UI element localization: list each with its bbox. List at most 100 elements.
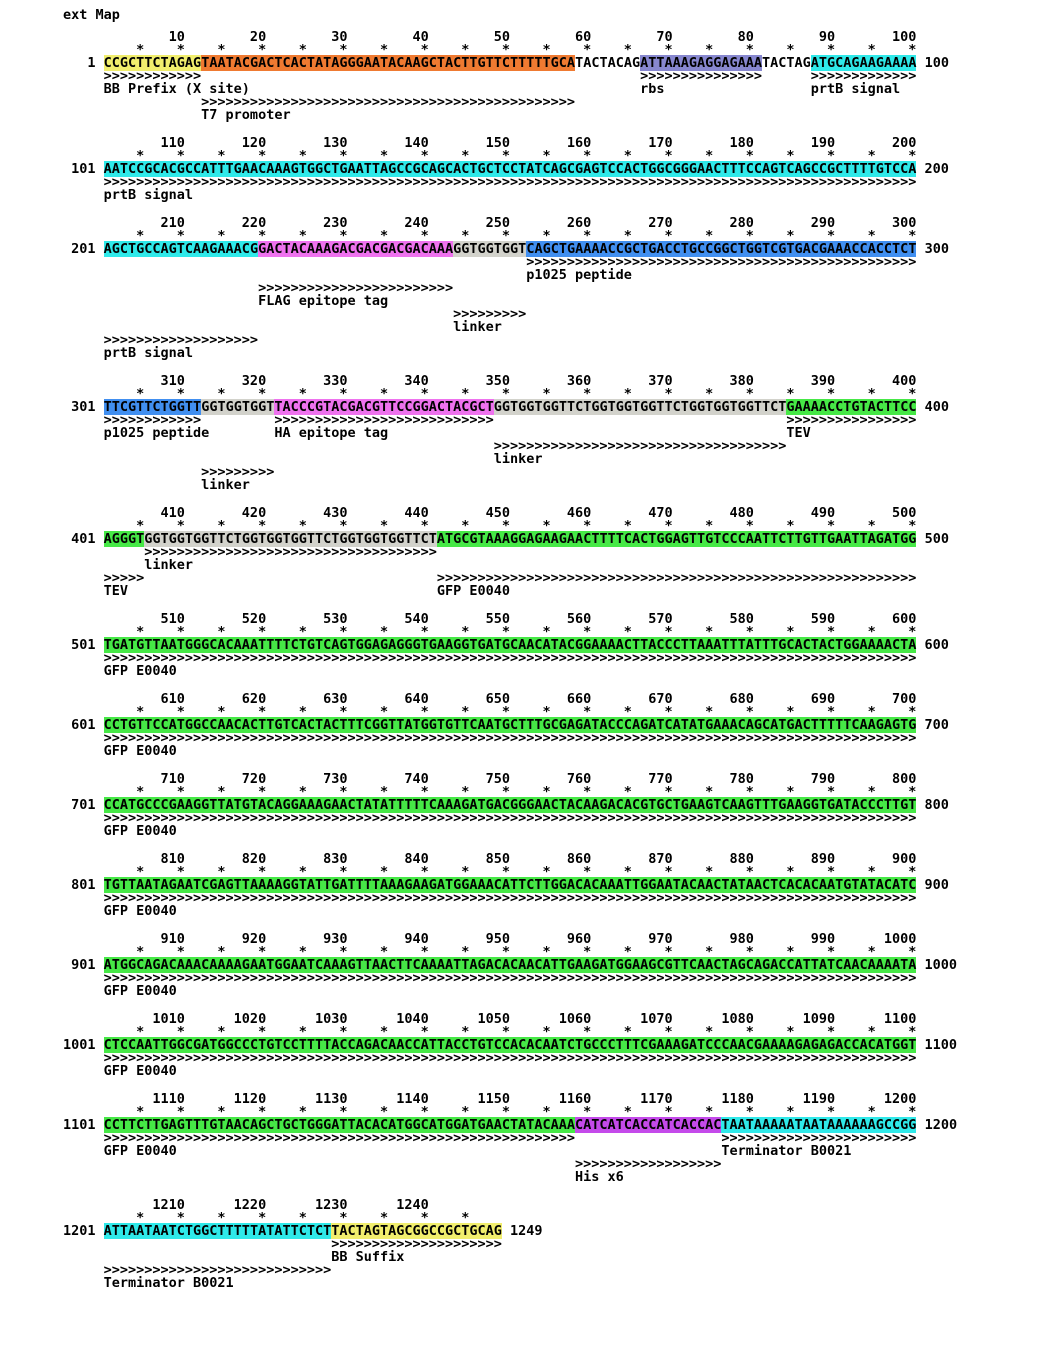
tick-asterisk-row: * * * * * * * * * * * * * * * * * * * *	[63, 624, 917, 640]
line-end-number: 1249	[501, 1223, 543, 1239]
sequence-segment: AGCTGCCAGTCAAGAAACG	[103, 241, 259, 257]
feature-arrows-row: >>>>>>>>>>>>>>>>>>>>>>>>>>>>>>>>>>>>>>>>…	[63, 1050, 917, 1066]
sequence-blocks: 10 20 30 40 50 60 70 80 90 100 * * * * *…	[63, 30, 1043, 1290]
sequence-block: 1210 1220 1230 1240 * * * * * * * * * 12…	[63, 1197, 1043, 1290]
sequence-segment: CAGCTGAAAACCGCTGACCTGCCGGCTGGTCGTGACGAAA…	[526, 241, 917, 257]
sequence-block: 10 20 30 40 50 60 70 80 90 100 * * * * *…	[63, 30, 1043, 122]
sequence-row: 1101 CCTTCTTGAGTTTGTAACAGCTGCTGGGATTACAC…	[63, 1117, 1043, 1133]
sequence-row: 901 ATGGCAGACAAACAAAAGAATGGAATCAAAGTTAAC…	[63, 957, 1043, 973]
feature-arrows-row: >>>>>>>>>>>>>>>>>>>>>>>>>>>>>>>>>>>>>>>>…	[63, 730, 917, 746]
line-start-number: 401	[63, 531, 104, 547]
line-start-number: 301	[63, 399, 104, 415]
sequence-segment: TTCGTTCTGGTT	[103, 399, 202, 415]
sequence-block: 510 520 530 540 550 560 570 580 590 600 …	[63, 612, 1043, 679]
line-end-number: 600	[916, 637, 949, 653]
sequence-block: 1110 1120 1130 1140 1150 1160 1170 1180 …	[63, 1092, 1043, 1184]
sequence-segment: CATCATCACCATCACCAC	[575, 1117, 722, 1133]
feature-label-row: linker	[63, 477, 917, 493]
tick-asterisk-row: * * * * * * * * * * * * * * * * * * * *	[63, 784, 917, 800]
sequence-segment: TACTACAG	[575, 55, 641, 71]
feature-arrows-row: >>>>>>>>>>>>>>>>>>>	[63, 332, 917, 348]
line-end-number: 400	[916, 399, 949, 415]
feature-label-row: GFP E0040	[63, 1063, 917, 1079]
feature-arrows-row: >>>>>>>>>>>>>>>>>>>>>>>>>>>>	[63, 1262, 502, 1278]
sequence-row: 101 AATCCGCACGCCATTTGAACAAAGTGGCTGAATTAG…	[63, 161, 1043, 177]
sequence-segment: CCTTCTTGAGTTTGTAACAGCTGCTGGGATTACACATGGC…	[103, 1117, 576, 1133]
line-start-number: 201	[63, 241, 104, 257]
feature-label-row: p1025 peptide	[63, 267, 917, 283]
feature-arrows-row: >>>>>>>>>>>>>>>>>>>>>>>>>>>>>>>>>>>>>>>>…	[63, 1130, 917, 1146]
sequence-segment: GGTGGTGGT	[453, 241, 527, 257]
feature-label-row: BB Prefix (X site) rbs prtB signal	[63, 81, 917, 97]
line-end-number: 700	[916, 717, 949, 733]
sequence-row: 701 CCATGCCCGAAGGTTATGTACAGGAAAGAACTATAT…	[63, 797, 1043, 813]
feature-label-row: BB Suffix	[63, 1249, 502, 1265]
sequence-segment: AGGGT	[103, 531, 145, 547]
feature-arrows-row: >>>>> >>>>>>>>>>>>>>>>>>>>>>>>>>>>>>>>>>…	[63, 570, 917, 586]
ruler-row: 810 820 830 840 850 860 870 880 890 900	[63, 851, 917, 867]
tick-asterisk-row: * * * * * * * * *	[63, 1210, 502, 1226]
feature-label-row: GFP E0040	[63, 903, 917, 919]
feature-arrows-row: >>>>>>>>>>>>>>>>>>>>>>>>>>>>>>>>>>>>>>>>…	[63, 970, 917, 986]
line-end-number: 300	[916, 241, 949, 257]
sequence-row: 401 AGGGTGGTGGTGGTTCTGGTGGTGGTTCTGGTGGTG…	[63, 531, 1043, 547]
sequence-map-view: ext Map 10 20 30 40 50 60 70 80 90 100 *…	[63, 8, 1043, 1290]
feature-arrows-row: >>>>>>>>>>>>>>>>>>>>>>>>>>>>>>>>>>>>>>>>…	[63, 174, 917, 190]
ruler-row: 610 620 630 640 650 660 670 680 690 700	[63, 691, 917, 707]
line-end-number: 900	[916, 877, 949, 893]
sequence-segment: GGTGGTGGTTCTGGTGGTGGTTCTGGTGGTGGTTCT	[493, 399, 787, 415]
sequence-block: 810 820 830 840 850 860 870 880 890 900 …	[63, 851, 1043, 919]
feature-label-row: prtB signal	[63, 187, 917, 203]
line-start-number: 1	[63, 55, 104, 71]
tick-asterisk-row: * * * * * * * * * * * * * * * * * * * *	[63, 1104, 917, 1120]
tick-asterisk-row: * * * * * * * * * * * * * * * * * * * *	[63, 704, 917, 720]
ruler-row: 110 120 130 140 150 160 170 180 190 200	[63, 135, 917, 151]
ruler-row: 1210 1220 1230 1240	[63, 1197, 502, 1213]
feature-label-row: GFP E0040	[63, 663, 917, 679]
feature-arrows-row: >>>>>>>>>>>>>>>>>>>>>>>>>>>>>>>>>>>>>>>>…	[63, 810, 917, 826]
sequence-segment: TAATAAAAATAATAAAAAAGCCGG	[721, 1117, 917, 1133]
sequence-block: 110 120 130 140 150 160 170 180 190 200 …	[63, 135, 1043, 203]
sequence-segment: GGTGGTGGT	[201, 399, 275, 415]
feature-arrows-row: >>>>>>>>>>>> >>>>>>>>>>>>>>> >>>>>>>>>>>…	[63, 68, 917, 84]
ruler-row: 910 920 930 940 950 960 970 980 990 1000	[63, 931, 917, 947]
sequence-segment: AATCCGCACGCCATTTGAACAAAGTGGCTGAATTAGCCGC…	[103, 161, 917, 177]
feature-arrows-row: >>>>>>>>>>>>>>>>>>>>>>>>>>>>>>>>>>>>>>>>…	[63, 890, 917, 906]
sequence-row: 501 TGATGTTAATGGGCACAAATTTTCTGTCAGTGGAGA…	[63, 637, 1043, 653]
line-start-number: 1201	[63, 1223, 104, 1239]
sequence-segment: TACTAG	[762, 55, 811, 71]
feature-arrows-row: >>>>>>>>>>>>>>>>>>	[63, 1156, 917, 1172]
sequence-row: 1201 ATTAATAATCTGGCTTTTTATATTCTCTTACTAGT…	[63, 1223, 1043, 1239]
sequence-row: 201 AGCTGCCAGTCAAGAAACGGACTACAAAGACGACGA…	[63, 241, 1043, 257]
feature-arrows-row: >>>>>>>>>>>>>>>>>>>>>>>>>>>>>>>>>>>>>>>>…	[63, 254, 917, 270]
feature-label-row: p1025 peptide HA epitope tag TEV	[63, 425, 917, 441]
feature-label-row: linker	[63, 319, 917, 335]
sequence-block: 410 420 430 440 450 460 470 480 490 500 …	[63, 506, 1043, 599]
line-end-number: 100	[916, 55, 949, 71]
ruler-row: 310 320 330 340 350 360 370 380 390 400	[63, 373, 917, 389]
sequence-segment: ATGCAGAAGAAAA	[810, 55, 917, 71]
sequence-segment: CCTGTTCCATGGCCAACACTTGTCACTACTTTCGGTTATG…	[103, 717, 917, 733]
sequence-segment: CCGCTTCTAGAG	[103, 55, 202, 71]
sequence-segment: ATTAATAATCTGGCTTTTTATATTCTCT	[103, 1223, 332, 1239]
ruler-row: 1010 1020 1030 1040 1050 1060 1070 1080 …	[63, 1011, 917, 1027]
tick-asterisk-row: * * * * * * * * * * * * * * * * * * * *	[63, 228, 917, 244]
feature-arrows-row: >>>>>>>>>>>>>>>>>>>>>	[63, 1236, 502, 1252]
sequence-row: 801 TGTTAATAGAATCGAGTTAAAAGGTATTGATTTTAA…	[63, 877, 1043, 893]
feature-arrows-row: >>>>>>>>>>>>>>>>>>>>>>>>>>>>>>>>>>>>>>>>…	[63, 650, 917, 666]
line-start-number: 901	[63, 957, 104, 973]
line-end-number: 500	[916, 531, 949, 547]
sequence-block: 310 320 330 340 350 360 370 380 390 400 …	[63, 373, 1043, 493]
feature-label-row: TEV GFP E0040	[63, 583, 917, 599]
line-start-number: 1001	[63, 1037, 104, 1053]
feature-label-row: GFP E0040	[63, 743, 917, 759]
sequence-block: 610 620 630 640 650 660 670 680 690 700 …	[63, 691, 1043, 759]
sequence-segment: CCATGCCCGAAGGTTATGTACAGGAAAGAACTATATTTTT…	[103, 797, 917, 813]
sequence-segment: ATTAAAGAGGAGAAA	[640, 55, 763, 71]
line-start-number: 501	[63, 637, 104, 653]
tick-asterisk-row: * * * * * * * * * * * * * * * * * * * *	[63, 42, 917, 58]
sequence-segment: TAATACGACTCACTATAGGGAATACAAGCTACTTGTTCTT…	[201, 55, 576, 71]
feature-arrows-row: >>>>>>>>>>>>>>>>>>>>>>>>>>>>>>>>>>>>	[63, 544, 917, 560]
line-start-number: 1101	[63, 1117, 104, 1133]
sequence-row: 301 TTCGTTCTGGTTGGTGGTGGTTACCCGTACGACGTT…	[63, 399, 1043, 415]
